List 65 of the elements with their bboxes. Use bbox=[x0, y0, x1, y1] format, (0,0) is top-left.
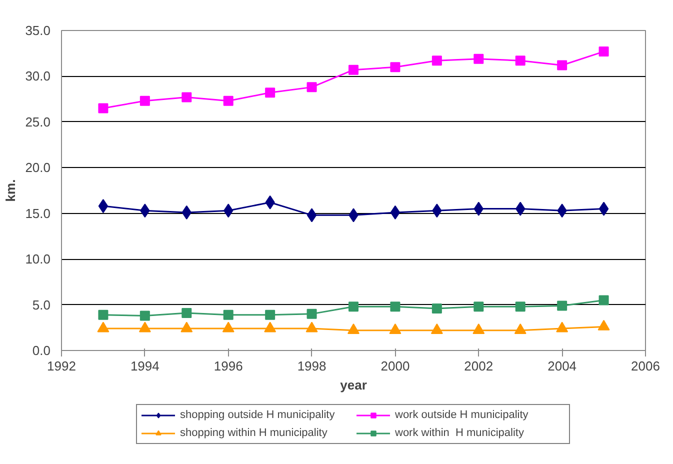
point bbox=[348, 324, 360, 334]
point bbox=[98, 310, 108, 320]
point bbox=[182, 308, 192, 318]
point bbox=[598, 320, 610, 330]
point bbox=[472, 324, 485, 334]
point bbox=[223, 96, 234, 106]
x-tick-label: 1992 bbox=[47, 358, 76, 374]
y-tick-label: 30.0 bbox=[25, 68, 51, 84]
point bbox=[474, 54, 484, 64]
point bbox=[182, 92, 192, 102]
point bbox=[306, 208, 317, 222]
point bbox=[348, 302, 358, 312]
point bbox=[140, 310, 150, 321]
point bbox=[264, 322, 276, 332]
point bbox=[598, 295, 609, 306]
point bbox=[98, 199, 108, 214]
point bbox=[265, 310, 276, 320]
y-axis-title: km. bbox=[3, 179, 18, 202]
x-tick-label: 2002 bbox=[464, 358, 494, 374]
point bbox=[474, 302, 484, 312]
point bbox=[180, 322, 193, 332]
point bbox=[306, 308, 317, 319]
y-tick-label: 35.0 bbox=[25, 23, 51, 38]
legend-label: shopping outside H municipality bbox=[180, 409, 336, 421]
point bbox=[348, 64, 358, 75]
legend-label: work within H municipality bbox=[395, 427, 525, 439]
point bbox=[557, 300, 568, 311]
point bbox=[514, 324, 526, 334]
legend-label: shopping within H municipality bbox=[180, 427, 328, 439]
point bbox=[556, 322, 568, 332]
x-tick-label: 1994 bbox=[130, 358, 160, 374]
x-tick-label: 1998 bbox=[297, 358, 326, 374]
point bbox=[390, 205, 400, 220]
y-tick-label: 20.0 bbox=[25, 160, 51, 176]
point bbox=[265, 88, 276, 98]
x-tick-label: 2000 bbox=[380, 358, 410, 374]
y-tick-label: 10.0 bbox=[25, 252, 51, 267]
x-tick-label: 2004 bbox=[548, 358, 577, 374]
point bbox=[306, 82, 317, 92]
y-tick-label: 25.0 bbox=[25, 114, 51, 130]
point bbox=[389, 324, 402, 334]
point bbox=[515, 302, 526, 312]
point bbox=[222, 322, 234, 332]
point bbox=[557, 60, 568, 70]
point bbox=[140, 96, 150, 106]
point bbox=[390, 62, 400, 72]
point bbox=[223, 310, 234, 320]
y-tick-label: 15.0 bbox=[25, 206, 51, 221]
x-tick-label: 2006 bbox=[631, 358, 660, 374]
legend-label: work outside H municipality bbox=[395, 409, 530, 421]
point bbox=[598, 202, 609, 216]
x-tick-label: 1996 bbox=[214, 358, 243, 374]
point bbox=[598, 46, 609, 57]
point bbox=[306, 322, 318, 332]
point bbox=[432, 56, 442, 66]
point bbox=[430, 324, 443, 334]
point bbox=[390, 302, 400, 312]
point bbox=[97, 322, 110, 332]
y-tick-label: 5.0 bbox=[32, 297, 51, 312]
point bbox=[515, 56, 526, 66]
x-axis-title: year bbox=[340, 378, 367, 392]
y-tick-label: 0.0 bbox=[32, 343, 51, 358]
point bbox=[98, 103, 108, 114]
point bbox=[432, 303, 442, 314]
point bbox=[138, 322, 151, 332]
